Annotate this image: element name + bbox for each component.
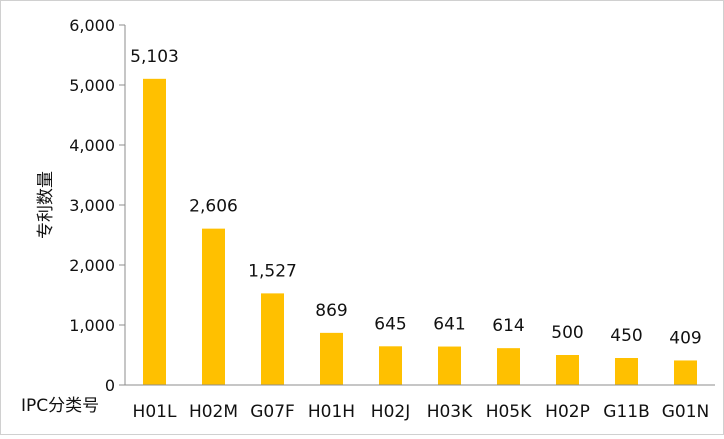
value-label: 645	[374, 314, 406, 334]
value-label: 2,606	[189, 197, 238, 217]
bar-g01n	[674, 360, 697, 385]
y-tick-label: 5,000	[69, 76, 115, 95]
value-labels: 5,103 2,606 1,527 869 645 641 614 500 450 409	[130, 47, 702, 349]
y-tick-label: 1,000	[69, 316, 115, 335]
value-label: 500	[551, 323, 583, 343]
bar-h02j	[379, 346, 402, 385]
y-axis-title: 专利数量	[36, 171, 56, 239]
y-tick-label: 3,000	[69, 196, 115, 215]
x-tick-label: H01L	[133, 402, 177, 422]
x-axis-title: IPC分类号	[21, 396, 99, 416]
x-tick-label: H02J	[371, 402, 410, 422]
value-label: 450	[610, 326, 642, 346]
bar-h02p	[556, 355, 579, 385]
x-tick-label: H05K	[486, 402, 532, 422]
x-tick-label: H02M	[189, 402, 238, 422]
value-label: 641	[433, 315, 465, 335]
y-tick-label: 4,000	[69, 136, 115, 155]
bar-h03k	[438, 346, 461, 385]
x-tick-label: G11B	[603, 402, 649, 422]
value-label: 1,527	[248, 261, 297, 281]
bar-h01l	[143, 78, 166, 385]
bar-h02m	[202, 228, 225, 385]
bars	[143, 78, 697, 385]
y-tick-label: 0	[105, 376, 115, 395]
value-label: 614	[492, 316, 524, 336]
x-tick-label: G01N	[662, 402, 710, 422]
bar-g11b	[615, 358, 638, 385]
y-tick-label: 2,000	[69, 256, 115, 275]
y-axis-ticks: 0 1,000 2,000 3,000 4,000 5,000 6,000	[69, 16, 125, 395]
x-tick-label: G07F	[250, 402, 295, 422]
x-tick-label: H01H	[308, 402, 355, 422]
bar-h01h	[320, 332, 343, 385]
value-label: 409	[669, 328, 701, 348]
bar-h05k	[497, 348, 520, 385]
value-label: 869	[315, 301, 347, 321]
x-axis-ticks: H01L H02M G07F H01H H02J H03K H05K H02P G11B G01N	[133, 402, 710, 422]
x-tick-label: H02P	[545, 402, 590, 422]
x-tick-label: H03K	[427, 402, 473, 422]
bar-g07f	[261, 293, 284, 385]
value-label: 5,103	[130, 47, 179, 67]
y-tick-label: 6,000	[69, 16, 115, 35]
